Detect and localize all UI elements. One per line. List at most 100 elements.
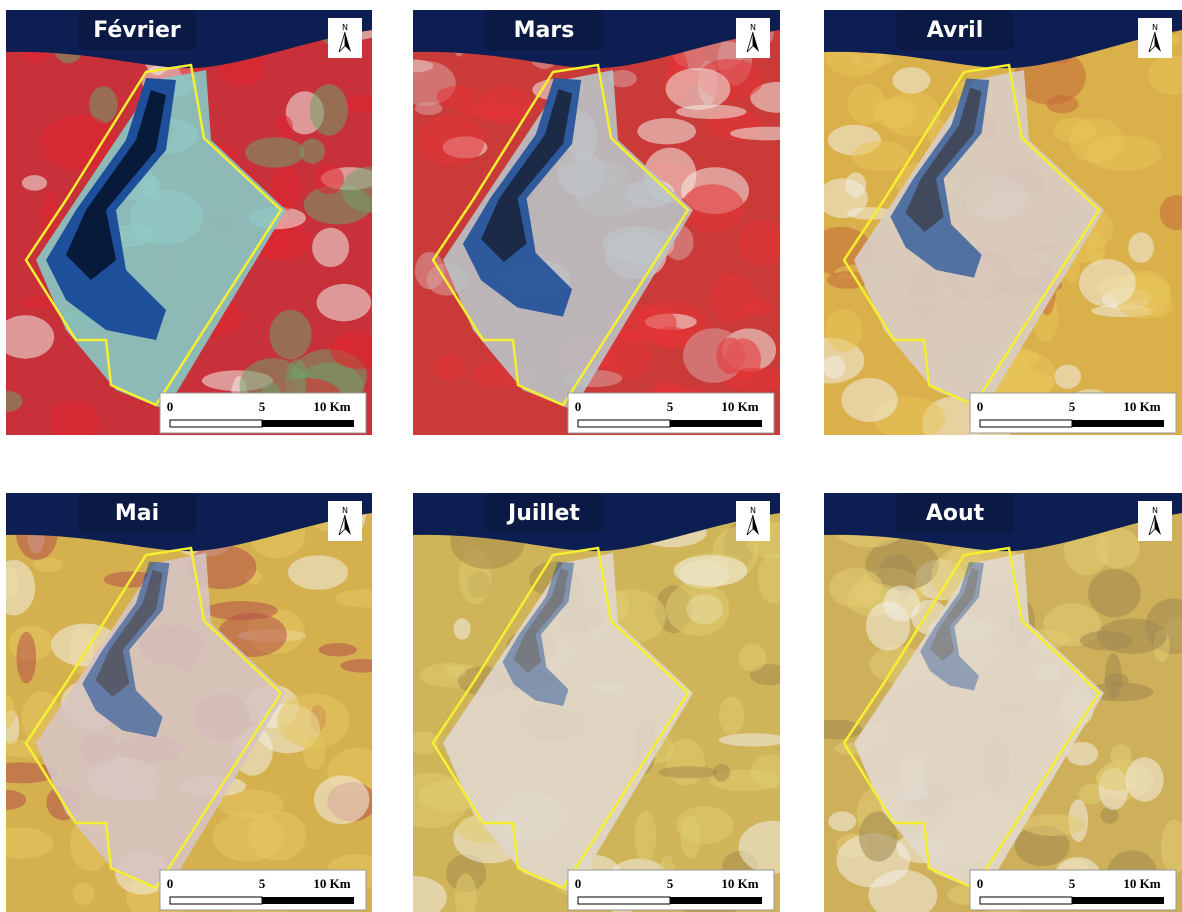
field-patch	[1095, 528, 1140, 569]
field-patch	[314, 775, 369, 824]
field-patch	[310, 84, 348, 135]
scale-label: 0	[575, 876, 582, 891]
field-patch	[276, 116, 293, 139]
satellite-map: Juillet N 0 5 10 Km	[413, 493, 780, 912]
scale-label: 5	[259, 876, 266, 891]
scale-bar-dark	[1072, 420, 1164, 427]
scale-label: 10 Km	[1123, 399, 1160, 414]
field-patch	[277, 693, 350, 748]
field-patch	[719, 696, 744, 734]
scale-bar-dark	[670, 897, 762, 904]
field-patch	[1088, 569, 1141, 617]
field-patch	[436, 86, 478, 107]
north-label: N	[342, 23, 348, 32]
scale-label: 0	[167, 876, 174, 891]
map-panel: Juillet N 0 5 10 Km	[413, 493, 780, 912]
map-panel: Février N 0 5 10 Km	[6, 10, 372, 435]
scale-label: 10 Km	[1123, 876, 1160, 891]
field-patch	[415, 102, 443, 115]
scale-bar-dark	[262, 420, 354, 427]
field-patch	[1097, 618, 1167, 654]
scale-bar-dark	[262, 897, 354, 904]
field-patch	[288, 555, 348, 590]
panel-title: Juillet	[506, 501, 580, 526]
scale-bar-light	[578, 897, 670, 904]
field-patch	[17, 632, 37, 683]
north-label: N	[1152, 506, 1158, 515]
field-patch	[848, 84, 886, 125]
field-patch	[666, 582, 730, 636]
panel-title: Février	[93, 18, 181, 43]
field-patch	[312, 228, 349, 267]
field-patch	[1128, 232, 1153, 263]
scale-bar-light	[980, 420, 1072, 427]
map-panel: Avril N 0 5 10 Km	[824, 10, 1182, 435]
field-patch	[1147, 289, 1172, 318]
field-patch	[314, 164, 344, 194]
field-patch	[433, 354, 465, 379]
field-patch	[1126, 757, 1164, 801]
field-patch	[635, 811, 657, 862]
scale-label: 0	[977, 399, 984, 414]
scale-bar-light	[170, 420, 262, 427]
panel-title: Aout	[926, 501, 985, 526]
map-panel: MarsN0510 Km	[413, 10, 780, 435]
satellite-map: Mai N 0 5 10 Km	[6, 493, 372, 912]
field-patch	[22, 175, 47, 190]
field-patch	[245, 137, 305, 168]
scale-label: 0	[167, 399, 174, 414]
field-patch	[739, 644, 767, 672]
field-patch	[709, 273, 755, 323]
field-patch	[445, 665, 466, 677]
field-patch	[1054, 365, 1081, 389]
scale-label: 5	[1069, 399, 1076, 414]
north-label: N	[342, 506, 348, 515]
figure: Février N 0 5 10 Km Mars N 0 5 10 Km Avril N 0 5 10 Km…	[0, 0, 1182, 912]
field-patch	[674, 555, 748, 586]
scale-label: 0	[575, 399, 582, 414]
scale-label: 10 Km	[721, 876, 758, 891]
panel-title: Avril	[927, 18, 984, 43]
field-patch	[892, 67, 930, 93]
field-patch	[841, 378, 898, 422]
map-panel: AoutN0510 Km	[824, 493, 1182, 912]
north-label: N	[750, 506, 756, 515]
satellite-map: Février N 0 5 10 Km	[6, 10, 372, 435]
north-label: N	[1152, 23, 1158, 32]
field-patch	[852, 141, 910, 172]
panel-title: Mai	[115, 501, 159, 526]
panel-title: Mars	[514, 18, 575, 43]
field-patch	[866, 602, 910, 651]
field-patch	[828, 811, 856, 831]
field-patch	[716, 337, 744, 374]
scale-bar-light	[170, 897, 262, 904]
field-patch	[658, 766, 717, 778]
scale-label: 10 Km	[721, 399, 758, 414]
north-label: N	[750, 23, 756, 32]
field-patch	[1086, 135, 1162, 171]
scale-label: 10 Km	[313, 876, 350, 891]
field-patch	[1079, 259, 1136, 307]
field-patch	[269, 310, 311, 360]
field-patch	[319, 643, 357, 656]
field-patch	[317, 284, 372, 321]
map-panel: Mai N 0 5 10 Km	[6, 493, 372, 912]
field-patch	[1054, 118, 1096, 144]
scale-label: 10 Km	[313, 399, 350, 414]
satellite-map: Avril N 0 5 10 Km	[824, 10, 1182, 435]
field-patch	[825, 309, 863, 352]
scale-bar-light	[578, 420, 670, 427]
scale-label: 5	[667, 876, 674, 891]
field-patch	[417, 115, 484, 167]
field-patch	[882, 92, 941, 137]
field-patch	[1022, 814, 1085, 836]
scale-label: 5	[259, 399, 266, 414]
scale-bar-light	[980, 897, 1072, 904]
field-patch	[248, 811, 306, 861]
field-patch	[676, 806, 734, 844]
field-patch	[1105, 654, 1122, 700]
field-patch	[454, 618, 471, 639]
field-patch	[1110, 744, 1132, 766]
field-patch	[637, 118, 696, 144]
